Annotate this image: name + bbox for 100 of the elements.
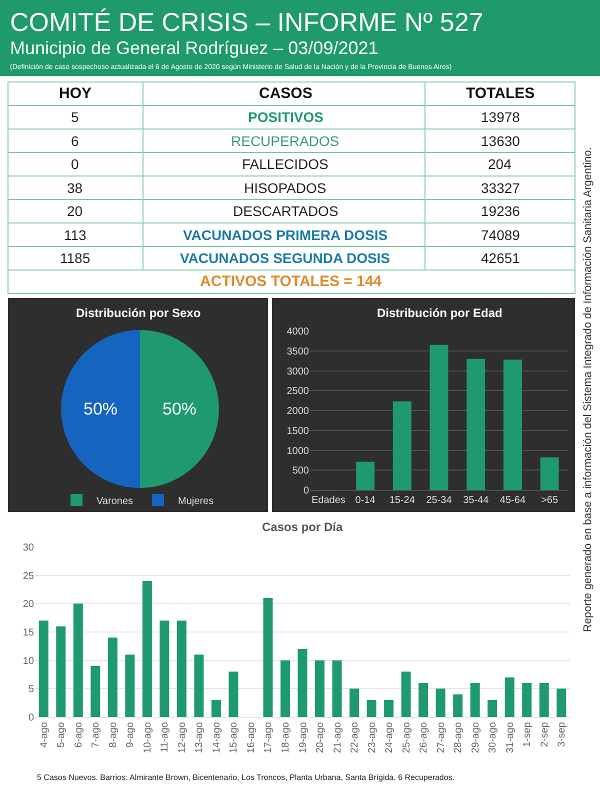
y-tick-label: 3000	[286, 366, 310, 378]
bar	[211, 700, 221, 717]
chart-title: Casos por Día	[262, 520, 344, 534]
bar	[332, 660, 342, 717]
bar	[504, 677, 514, 717]
y-tick-label: 15	[22, 628, 34, 638]
bar	[488, 700, 498, 717]
x-tick-label: 14-ago	[211, 722, 222, 754]
bar	[556, 688, 566, 717]
text: 19236	[481, 203, 520, 219]
bar	[540, 457, 559, 490]
bar	[298, 649, 308, 717]
x-tick-label: 5-ago	[56, 722, 68, 748]
text: HOY	[59, 85, 92, 102]
x-tick-label: 7-ago	[90, 722, 102, 748]
x-tick-label: 15-24	[389, 495, 416, 506]
text: 204	[488, 156, 512, 172]
y-tick-label: 1500	[286, 426, 310, 437]
pie-slice	[140, 330, 219, 488]
y-tick-label: 500	[292, 466, 310, 477]
x-tick-label: 28-ago	[453, 722, 464, 754]
x-tick-label: 11-ago	[160, 722, 171, 752]
y-tick-label: 2500	[286, 386, 310, 398]
bar	[280, 660, 290, 717]
bar	[315, 660, 324, 717]
y-tick-label: 30	[22, 542, 34, 554]
bar	[356, 462, 374, 490]
bar	[436, 688, 446, 717]
text: 5 Casos Nuevos. Barrios: Almirante Brown, Bicentenario, Los Troncos, Planta Urbana, Santa Brígida. 6 Recuperados.	[37, 773, 455, 782]
text: 74089	[481, 227, 520, 243]
x-tick-label: 25-ago	[401, 722, 412, 754]
x-tick-label: 6-ago	[73, 722, 84, 748]
x-tick-label: Edades	[311, 495, 346, 506]
y-tick-label: 0	[28, 712, 34, 724]
bar	[73, 604, 83, 717]
y-tick-label: 20	[22, 599, 34, 610]
text: Municipio de General Rodríguez – 03/09/2021	[10, 38, 378, 58]
text: 20	[67, 203, 83, 219]
bar	[539, 683, 549, 717]
chart-title: Distribución por Sexo	[76, 306, 201, 320]
y-tick-label: 0	[303, 486, 310, 496]
x-tick-label: 12-ago	[176, 722, 188, 754]
x-tick-label: 22-ago	[350, 722, 361, 754]
bar	[384, 700, 394, 717]
bar	[504, 360, 522, 490]
x-tick-label: 13-ago	[194, 722, 206, 754]
text: VACUNADOS PRIMERA DOSIS	[183, 227, 388, 243]
x-tick-label: 20-ago	[315, 722, 326, 754]
bar	[194, 654, 204, 717]
x-tick-label: 0-14	[355, 495, 376, 506]
x-tick-label: 24-ago	[384, 722, 396, 754]
text: TOTALES	[466, 85, 535, 102]
y-tick-label: 4000	[286, 326, 310, 338]
text: 113	[64, 227, 87, 243]
x-tick-label: 45-64	[500, 495, 526, 506]
text: DESCARTADOS	[233, 203, 338, 219]
y-tick-label: 2000	[286, 406, 310, 417]
bar	[108, 638, 118, 717]
bar	[350, 688, 360, 717]
text: RECUPERADOS	[231, 133, 340, 149]
x-tick-label: 26-ago	[418, 722, 430, 754]
y-tick-label: 10	[22, 656, 34, 667]
x-tick-label: 21-ago	[332, 722, 344, 754]
x-tick-label: 8-ago	[108, 722, 119, 748]
x-tick-label: 25-34	[426, 495, 452, 506]
text: POSITIVOS	[248, 109, 324, 125]
x-tick-label: 1-sep	[522, 722, 534, 748]
text: 13978	[481, 109, 520, 125]
text: 33327	[481, 180, 520, 196]
x-tick-label: 23-ago	[366, 722, 378, 754]
y-tick-label: 25	[22, 570, 34, 582]
x-tick-label: 9-ago	[125, 722, 136, 748]
text: HISOPADOS	[244, 180, 326, 196]
text: 0	[71, 156, 79, 172]
y-tick-label: 5	[28, 684, 34, 696]
text: 1185	[60, 250, 90, 266]
y-tick-label: 3500	[286, 346, 310, 358]
bar	[366, 700, 376, 717]
x-tick-label: 4-ago	[38, 722, 50, 748]
bar	[418, 683, 428, 717]
x-tick-label: 18-ago	[280, 722, 292, 754]
bar	[90, 666, 100, 717]
pie-slice	[61, 330, 140, 488]
text: 5	[71, 109, 79, 125]
text: FALLECIDOS	[242, 156, 328, 172]
bar	[522, 683, 532, 717]
bar	[176, 620, 186, 717]
x-tick-label: 10-ago	[142, 722, 154, 754]
x-tick-label: 16-ago	[246, 722, 257, 754]
text: Reporte generado en base a información del Sistema Integrado de Información Sanitaria Argentino.	[582, 147, 594, 632]
x-tick-label: 31-ago	[504, 722, 516, 754]
bar	[430, 344, 448, 490]
x-tick-label: 17-ago	[263, 722, 274, 754]
text: 42651	[481, 250, 520, 266]
chart-title: Distribución por Edad	[377, 306, 502, 320]
data-label: 50%	[83, 400, 118, 418]
x-tick-label: 3-sep	[556, 722, 568, 748]
x-tick-label: 2-sep	[539, 722, 550, 748]
text: CASOS	[259, 85, 312, 102]
bar	[401, 672, 411, 717]
